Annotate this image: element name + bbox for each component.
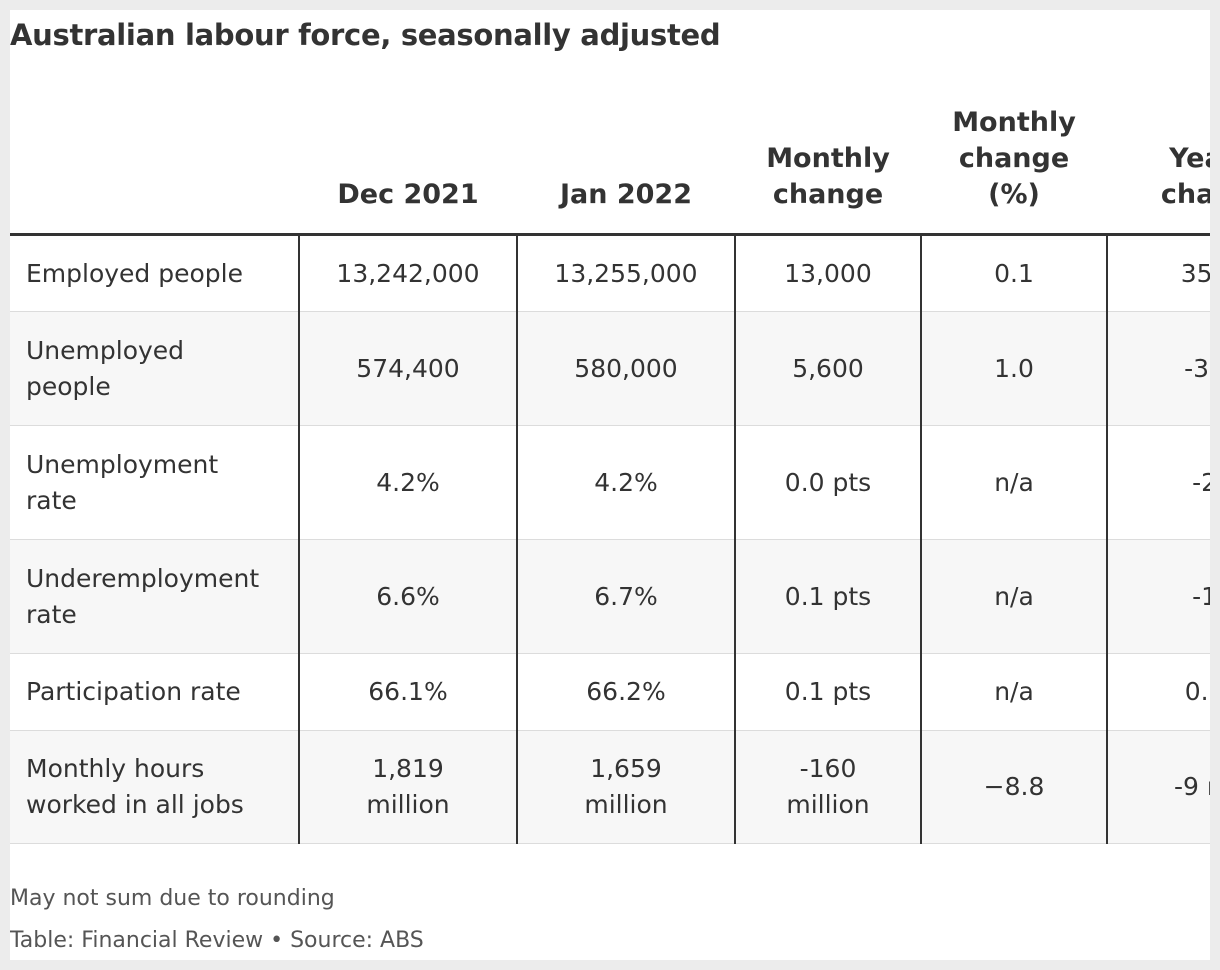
table-footnote: May not sum due to rounding — [10, 886, 335, 911]
row-label-text: Unemployed people — [26, 335, 185, 401]
table-cell: 66.1% — [298, 653, 517, 731]
table-cell: 574,400 — [298, 311, 517, 426]
table-cell: 1,819 million — [298, 730, 517, 844]
labour-force-table: Dec 2021 Jan 2022 Monthly change Monthly… — [10, 105, 1210, 844]
header-row: Dec 2021 Jan 2022 Monthly change Monthly… — [10, 105, 1210, 236]
row-label: Employed people — [10, 234, 299, 312]
table-cell: 4.2% — [298, 425, 517, 540]
table-cell: 6.7% — [516, 539, 735, 654]
cell-text: -9 milli — [1173, 772, 1210, 801]
row-label: Unemployed people — [10, 311, 299, 426]
table-cell: 580,000 — [516, 311, 735, 426]
table-cell: 1.0 — [920, 311, 1107, 426]
table-row: Participation rate 66.1% 66.2% 0.1 pts n… — [10, 653, 1210, 731]
table-cell: 5,600 — [734, 311, 921, 426]
table-cell: -9 milli — [1106, 730, 1210, 844]
table-row: Employed people 13,242,000 13,255,000 13… — [10, 234, 1210, 312]
table-cell: 0.1 p — [1106, 653, 1210, 731]
cell-text: -160 million — [786, 754, 870, 819]
row-label: Monthly hours worked in all jobs — [10, 730, 299, 844]
table-cell: 0.1 pts — [734, 539, 921, 654]
header-cell-monthly-change-pct: Monthly change (%) — [921, 105, 1107, 236]
table-cell: 13,242,000 — [298, 234, 517, 312]
row-label: Unemployment rate — [10, 425, 299, 540]
table-cell: -301, — [1106, 311, 1210, 426]
row-label: Underemployment rate — [10, 539, 299, 654]
table-cell: 6.6% — [298, 539, 517, 654]
table-source: Table: Financial Review • Source: ABS — [10, 928, 424, 953]
row-label-text: Monthly hours worked in all jobs — [26, 754, 244, 819]
table-cell: 66.2% — [516, 653, 735, 731]
table-cell: -1.6 — [1106, 539, 1210, 654]
table-cell: 0.1 — [920, 234, 1107, 312]
table-cell: −8.8 — [920, 730, 1107, 844]
table-cell: 359,7 — [1106, 234, 1210, 312]
table-row: Unemployed people 574,400 580,000 5,600 … — [10, 311, 1210, 426]
table-cell: -160 million — [734, 730, 921, 844]
table-cell: 4.2% — [516, 425, 735, 540]
header-cell-yearly-change: Yearly change — [1107, 105, 1210, 236]
header-text: Monthly change (%) — [952, 107, 1076, 210]
cell-text: 1,659 million — [584, 754, 668, 819]
row-label: Participation rate — [10, 653, 299, 731]
table-cell: 1,659 million — [516, 730, 735, 844]
table-title: Australian labour force, seasonally adju… — [10, 18, 721, 52]
cell-text: 1,819 million — [366, 754, 450, 819]
table-cell: 13,000 — [734, 234, 921, 312]
table-row: Underemployment rate 6.6% 6.7% 0.1 pts n… — [10, 539, 1210, 654]
table-card: Australian labour force, seasonally adju… — [10, 10, 1210, 960]
header-cell-dec-2021: Dec 2021 — [299, 105, 517, 236]
table-cell: n/a — [920, 425, 1107, 540]
table-row: Monthly hours worked in all jobs 1,819 m… — [10, 730, 1210, 844]
header-cell-monthly-change: Monthly change — [735, 105, 921, 236]
header-text: Yearly change — [1160, 143, 1210, 210]
table-scroll-area[interactable]: Dec 2021 Jan 2022 Monthly change Monthly… — [10, 105, 1210, 850]
table-cell: -2.2 — [1106, 425, 1210, 540]
table-cell: n/a — [920, 653, 1107, 731]
table-cell: 13,255,000 — [516, 234, 735, 312]
header-cell-label — [10, 105, 299, 236]
table-row: Unemployment rate 4.2% 4.2% 0.0 pts n/a … — [10, 425, 1210, 540]
header-cell-jan-2022: Jan 2022 — [517, 105, 735, 236]
table-cell: 0.1 pts — [734, 653, 921, 731]
row-label-text: Underemployment rate — [26, 563, 260, 629]
row-label-text: Unemployment rate — [26, 449, 219, 515]
table-cell: n/a — [920, 539, 1107, 654]
header-text: Monthly change — [766, 143, 890, 210]
table-cell: 0.0 pts — [734, 425, 921, 540]
